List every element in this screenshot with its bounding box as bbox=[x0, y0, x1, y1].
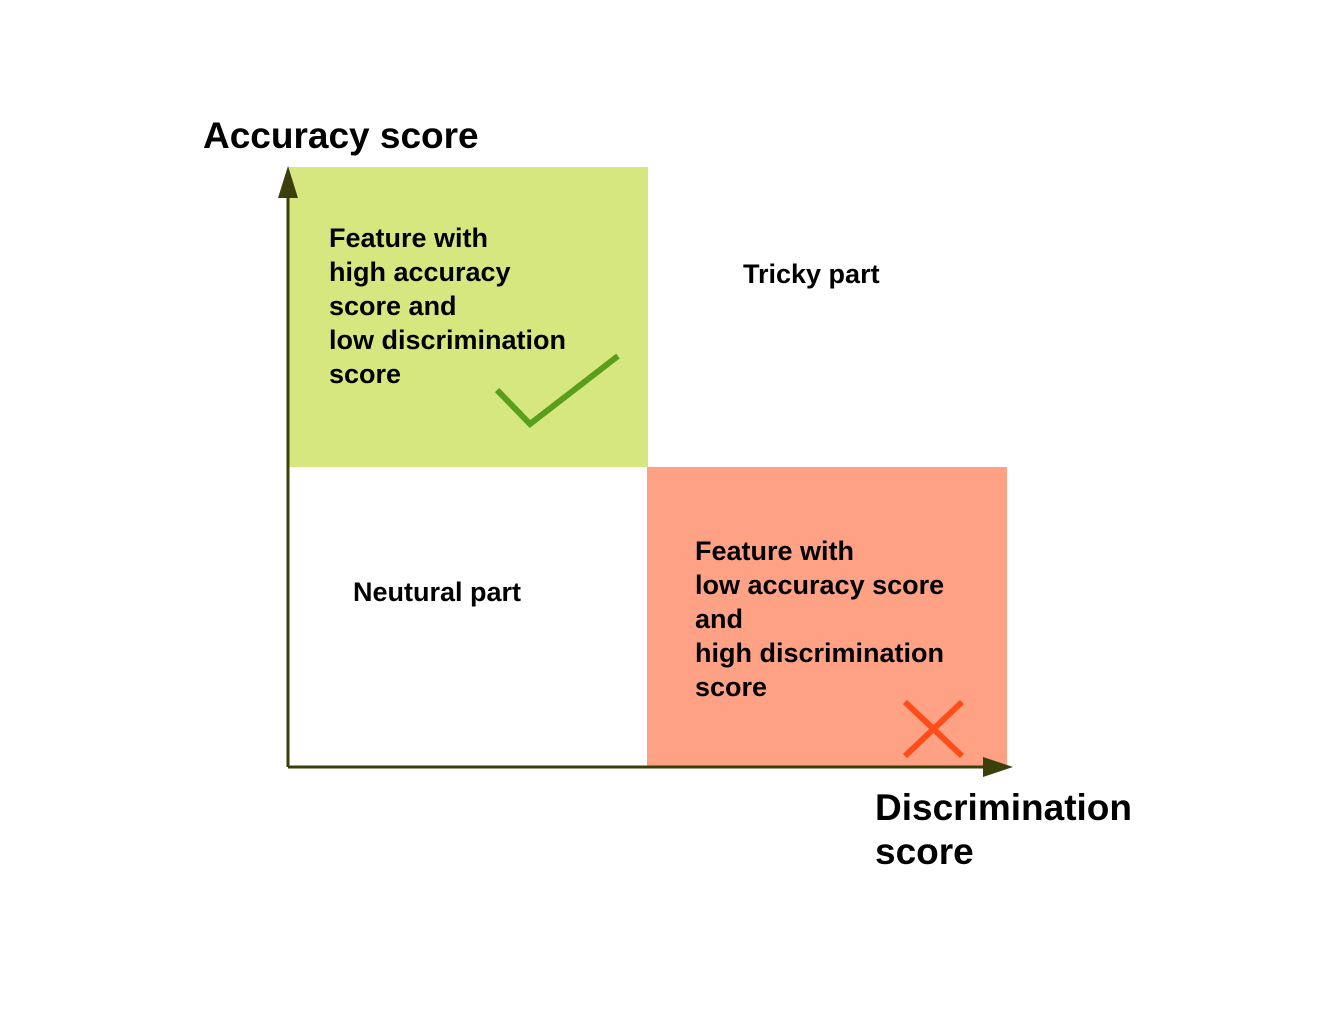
neutral-part-label: Neutural part bbox=[353, 577, 522, 607]
x-axis-title: Discrimination score bbox=[875, 786, 1132, 874]
bad-feature-line: and bbox=[695, 604, 744, 634]
good-feature-line: low discrimination bbox=[329, 325, 567, 355]
good-feature-description: Feature with high accuracy score and low… bbox=[329, 221, 566, 391]
x-axis-title-line: Discrimination bbox=[875, 787, 1132, 828]
bad-feature-line: Feature with bbox=[695, 536, 855, 566]
x-axis-title-line: score bbox=[875, 831, 974, 872]
tricky-part-label: Tricky part bbox=[743, 259, 880, 289]
bad-feature-line: score bbox=[695, 672, 768, 702]
y-axis-title: Accuracy score bbox=[203, 115, 479, 156]
good-feature-line: high accuracy bbox=[329, 257, 511, 287]
bad-feature-line: high discrimination bbox=[695, 638, 945, 668]
bad-feature-description: Feature with low accuracy score and high… bbox=[695, 534, 944, 704]
bad-feature-line: low accuracy score bbox=[695, 570, 945, 600]
good-feature-line: score bbox=[329, 359, 402, 389]
good-feature-line: score and bbox=[329, 291, 457, 321]
good-feature-line: Feature with bbox=[329, 223, 489, 253]
